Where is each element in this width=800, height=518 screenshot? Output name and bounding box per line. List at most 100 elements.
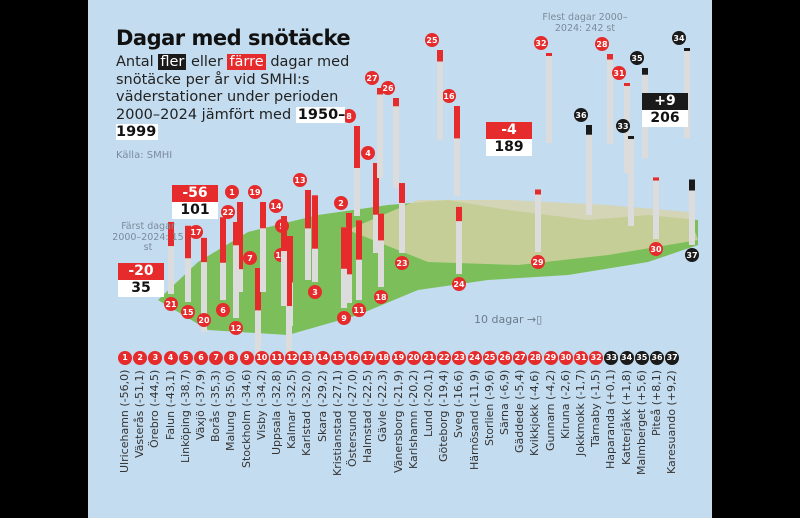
station-label: Visby (-34,2) <box>254 370 268 441</box>
subtitle-text: eller <box>190 54 223 70</box>
station-label: Borås (-35,3) <box>209 370 223 442</box>
station-change-bar <box>628 136 634 139</box>
station-bar <box>546 53 552 143</box>
station-change-bar <box>233 222 239 246</box>
station-pin-4[interactable] <box>361 146 375 160</box>
station-label: Haparanda (+0,1) <box>604 370 618 470</box>
station-pin-number: 2 <box>338 199 344 208</box>
station-label: Sveg (-16,6) <box>452 370 466 438</box>
station-pin-23[interactable] <box>395 256 409 270</box>
station-change-bar <box>255 268 261 311</box>
station-number: 26 <box>498 351 512 365</box>
scale-legend: 10 dagar →▯ <box>474 313 543 326</box>
station-pin-22[interactable] <box>221 205 235 219</box>
callout-karesuando: +9 206 <box>642 93 688 127</box>
station-bar <box>201 237 207 310</box>
station-pin-number: 4 <box>365 149 371 158</box>
station-label: Göteborg (-19,4) <box>437 370 451 462</box>
station-label: Halmstad (-22,5) <box>361 370 375 464</box>
station-pin-19[interactable] <box>248 185 262 199</box>
station-pin-21[interactable] <box>164 297 178 311</box>
callout-days: 189 <box>486 139 532 156</box>
station-pin-18[interactable] <box>374 290 388 304</box>
station-pin-number: 24 <box>453 280 465 289</box>
station-number: 11 <box>270 351 284 365</box>
station-number: 34 <box>619 351 634 365</box>
station-change-bar <box>305 190 311 229</box>
station-pin-number: 16 <box>443 92 455 101</box>
station-label: Tärnaby (-1,5) <box>589 370 603 448</box>
station-label: Malmberget (+5,6) <box>634 370 648 475</box>
station-change-bar <box>237 202 243 270</box>
station-pin-35[interactable] <box>630 51 644 65</box>
station-pin-17[interactable] <box>189 225 203 239</box>
station-pin-36[interactable] <box>574 108 588 122</box>
station-pin-24[interactable] <box>452 277 466 291</box>
station-pin-number: 11 <box>353 306 365 315</box>
station-change-bar <box>437 50 443 62</box>
station-pin-3[interactable] <box>308 285 322 299</box>
station-pin-15[interactable] <box>181 305 195 319</box>
station-pin-34[interactable] <box>672 31 686 45</box>
station-pin-37[interactable] <box>685 248 699 262</box>
station-label: Karlshamn (-20,2) <box>406 370 420 470</box>
station-bar <box>689 179 695 245</box>
station-pin-1[interactable] <box>225 185 239 199</box>
station-pin-32[interactable] <box>534 36 548 50</box>
station-change-bar <box>689 179 695 191</box>
subtitle: Antal fler eller färre dagar med snötäck… <box>116 54 366 142</box>
station-label: Lund (-20,1) <box>422 370 435 438</box>
station-number: 15 <box>330 351 345 365</box>
station-pin-number: 12 <box>230 324 241 333</box>
station-pin-number: 19 <box>249 188 261 197</box>
station-pin-16[interactable] <box>442 89 456 103</box>
station-number: 25 <box>482 351 497 365</box>
station-number: 23 <box>452 351 467 365</box>
station-pin-33[interactable] <box>616 119 630 133</box>
station-change-bar <box>586 125 592 135</box>
station-pin-number: 29 <box>532 258 544 267</box>
callout-change: +9 <box>642 93 688 110</box>
station-number: 19 <box>391 351 406 365</box>
station-pin-26[interactable] <box>381 81 395 95</box>
station-number: 29 <box>543 351 558 365</box>
station-label: Östersund (-27,0) <box>346 370 359 468</box>
station-pin-31[interactable] <box>612 66 626 80</box>
station-pin-number: 35 <box>631 54 643 63</box>
station-pin-11[interactable] <box>352 303 366 317</box>
station-pin-number: 13 <box>294 176 305 185</box>
station-bar <box>260 202 266 292</box>
station-pin-7[interactable] <box>243 251 257 265</box>
station-pin-29[interactable] <box>531 255 545 269</box>
station-number: 22 <box>437 351 452 365</box>
more-highlight: fler <box>158 54 187 70</box>
station-label: Karesuando (+9,2) <box>665 370 679 474</box>
station-pin-number: 33 <box>617 122 628 131</box>
station-pin-6[interactable] <box>216 303 230 317</box>
station-pin-2[interactable] <box>334 196 348 210</box>
station-pin-13[interactable] <box>293 173 307 187</box>
station-pin-25[interactable] <box>425 33 439 47</box>
station-change-bar <box>185 225 191 259</box>
station-pin-27[interactable] <box>365 71 379 85</box>
station-number: 4 <box>163 351 178 365</box>
station-pin-8[interactable] <box>342 109 356 123</box>
station-pin-number: 1 <box>229 188 235 197</box>
station-label: Stockholm (-34,6) <box>239 370 253 469</box>
station-pin-9[interactable] <box>337 311 351 325</box>
station-change-bar <box>260 202 266 229</box>
station-pin-20[interactable] <box>197 313 211 327</box>
station-pin-28[interactable] <box>595 37 609 51</box>
fewest-days-note: Färst dagar 2000–2024: 15 st <box>112 221 184 253</box>
station-pin-number: 3 <box>312 288 318 297</box>
station-label: Karlstad (-32,0) <box>300 370 314 456</box>
station-label: Kalmar (-32,5) <box>285 370 299 450</box>
station-pin-30[interactable] <box>649 242 663 256</box>
station-number: 9 <box>239 351 254 365</box>
callout-days: 206 <box>642 110 688 127</box>
station-pin-number: 18 <box>375 293 387 302</box>
station-pin-12[interactable] <box>229 321 243 335</box>
station-label: Ulricehamn (-56,0) <box>118 370 131 474</box>
station-pin-number: 30 <box>650 245 662 254</box>
station-pin-14[interactable] <box>269 199 283 213</box>
